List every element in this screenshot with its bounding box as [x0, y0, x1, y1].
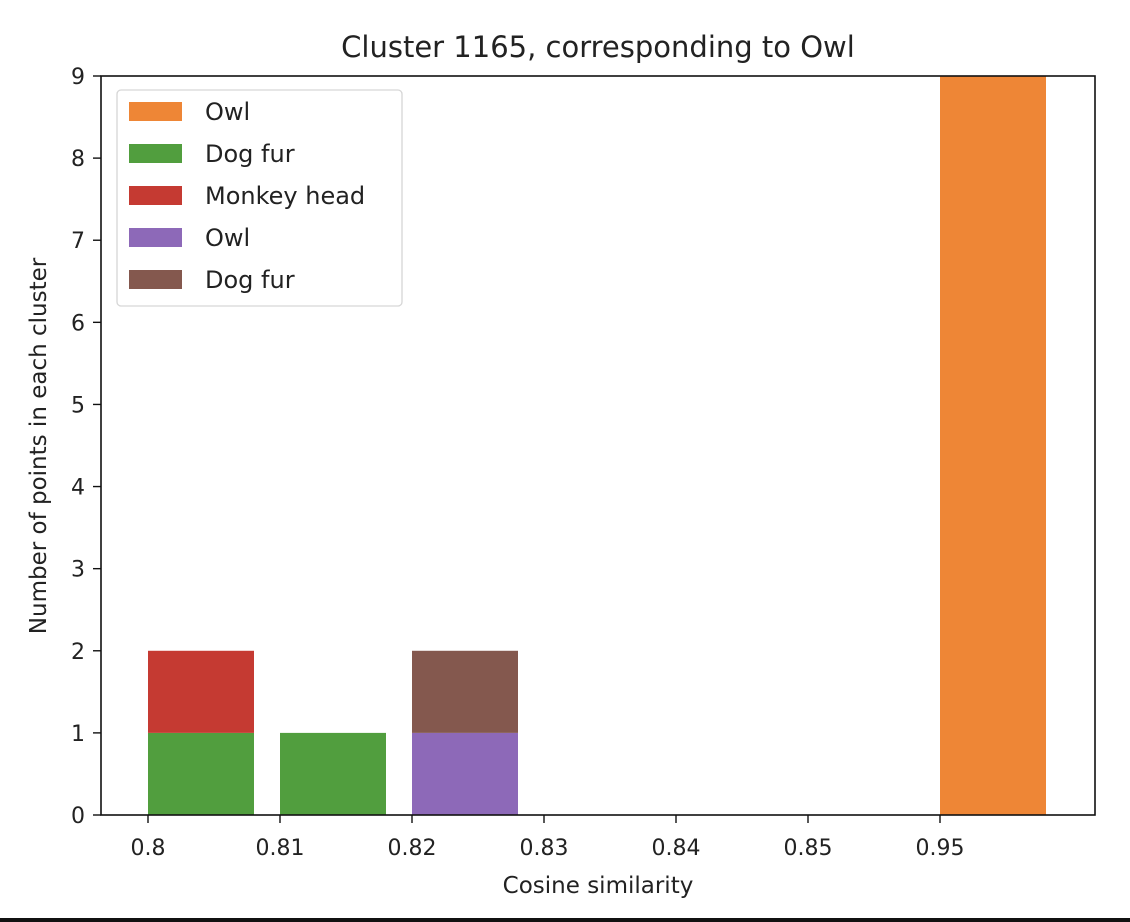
y-tick-label: 3: [71, 558, 85, 583]
y-tick-label: 5: [71, 393, 85, 418]
y-tick-label: 7: [71, 229, 85, 254]
bar-dog-fur-1-cat-0: [148, 732, 254, 815]
y-tick-label: 2: [71, 640, 85, 665]
legend-swatch: [129, 186, 182, 205]
legend-swatch: [129, 270, 182, 289]
legend-label: Owl: [205, 98, 250, 126]
x-tick-label: 0.84: [652, 836, 701, 861]
bar-dog-fur-4-cat-2: [412, 650, 518, 733]
legend: Owl Dog fur Monkey head Owl Dog fur: [116, 89, 403, 307]
chart-title: Cluster 1165, corresponding to Owl: [341, 30, 855, 64]
legend-box: [116, 89, 403, 307]
y-tick-label: 8: [71, 147, 85, 172]
x-tick-label: 0.82: [388, 836, 437, 861]
y-tick-label: 4: [71, 476, 85, 501]
legend-swatch: [129, 102, 182, 121]
bar-monkey-head-2-cat-0: [148, 650, 254, 733]
y-axis: 0 1 2 3 4 5 6 7 8 9: [71, 65, 101, 829]
y-tick-label: 1: [71, 722, 85, 747]
x-axis-label: Cosine similarity: [503, 873, 694, 899]
legend-label: Dog fur: [205, 140, 295, 168]
bar-dog-fur-1-cat-1: [280, 732, 386, 815]
y-axis-label: Number of points in each cluster: [26, 257, 52, 634]
legend-label: Owl: [205, 224, 250, 252]
x-tick-label: 0.95: [916, 836, 965, 861]
x-tick-label: 0.83: [520, 836, 569, 861]
y-tick-label: 9: [71, 65, 85, 90]
y-tick-label: 0: [71, 804, 85, 829]
legend-label: Dog fur: [205, 266, 295, 294]
bar-owl-0-cat-6: [940, 76, 1046, 815]
plot-frame: [100, 75, 1096, 816]
legend-swatch: [129, 144, 182, 163]
legend-swatch: [129, 228, 182, 247]
x-tick-label: 0.8: [131, 836, 166, 861]
x-tick-label: 0.85: [784, 836, 833, 861]
x-tick-label: 0.81: [256, 836, 305, 861]
window-bottom-border: [0, 918, 1130, 922]
legend-label: Monkey head: [205, 182, 365, 210]
y-tick-label: 6: [71, 311, 85, 336]
x-axis: 0.8 0.81 0.82 0.83 0.84 0.85 0.95: [131, 815, 965, 861]
bar-owl-3-cat-2: [412, 732, 518, 815]
plot-area: [148, 76, 1046, 815]
